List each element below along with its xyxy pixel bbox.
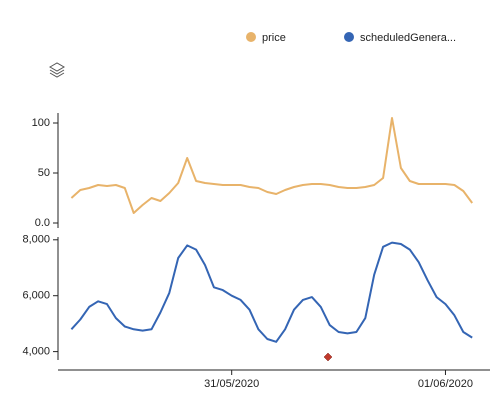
series-line [70,241,473,343]
x-tick-label: 01/06/2020 [418,378,473,390]
x-tick-label: 31/05/2020 [204,378,259,390]
y-tick-label: 8,000 [22,234,50,246]
layer-shape [49,72,65,78]
legend-swatch [246,32,256,42]
layer-shape [48,62,66,72]
y-tick-label: 100 [32,117,50,129]
marker [323,352,333,362]
legend-label: scheduledGenera... [360,32,456,44]
y-tick-label: 6,000 [22,290,50,302]
layers-icon[interactable] [48,62,66,78]
legend-swatch [344,32,354,42]
y-tick-label: 50 [38,167,50,179]
y-tick-label: 0.0 [35,217,50,229]
series-line [70,117,474,214]
layer-shape [49,69,65,75]
legend-label: price [262,32,286,44]
y-tick-label: 4,000 [22,346,50,358]
